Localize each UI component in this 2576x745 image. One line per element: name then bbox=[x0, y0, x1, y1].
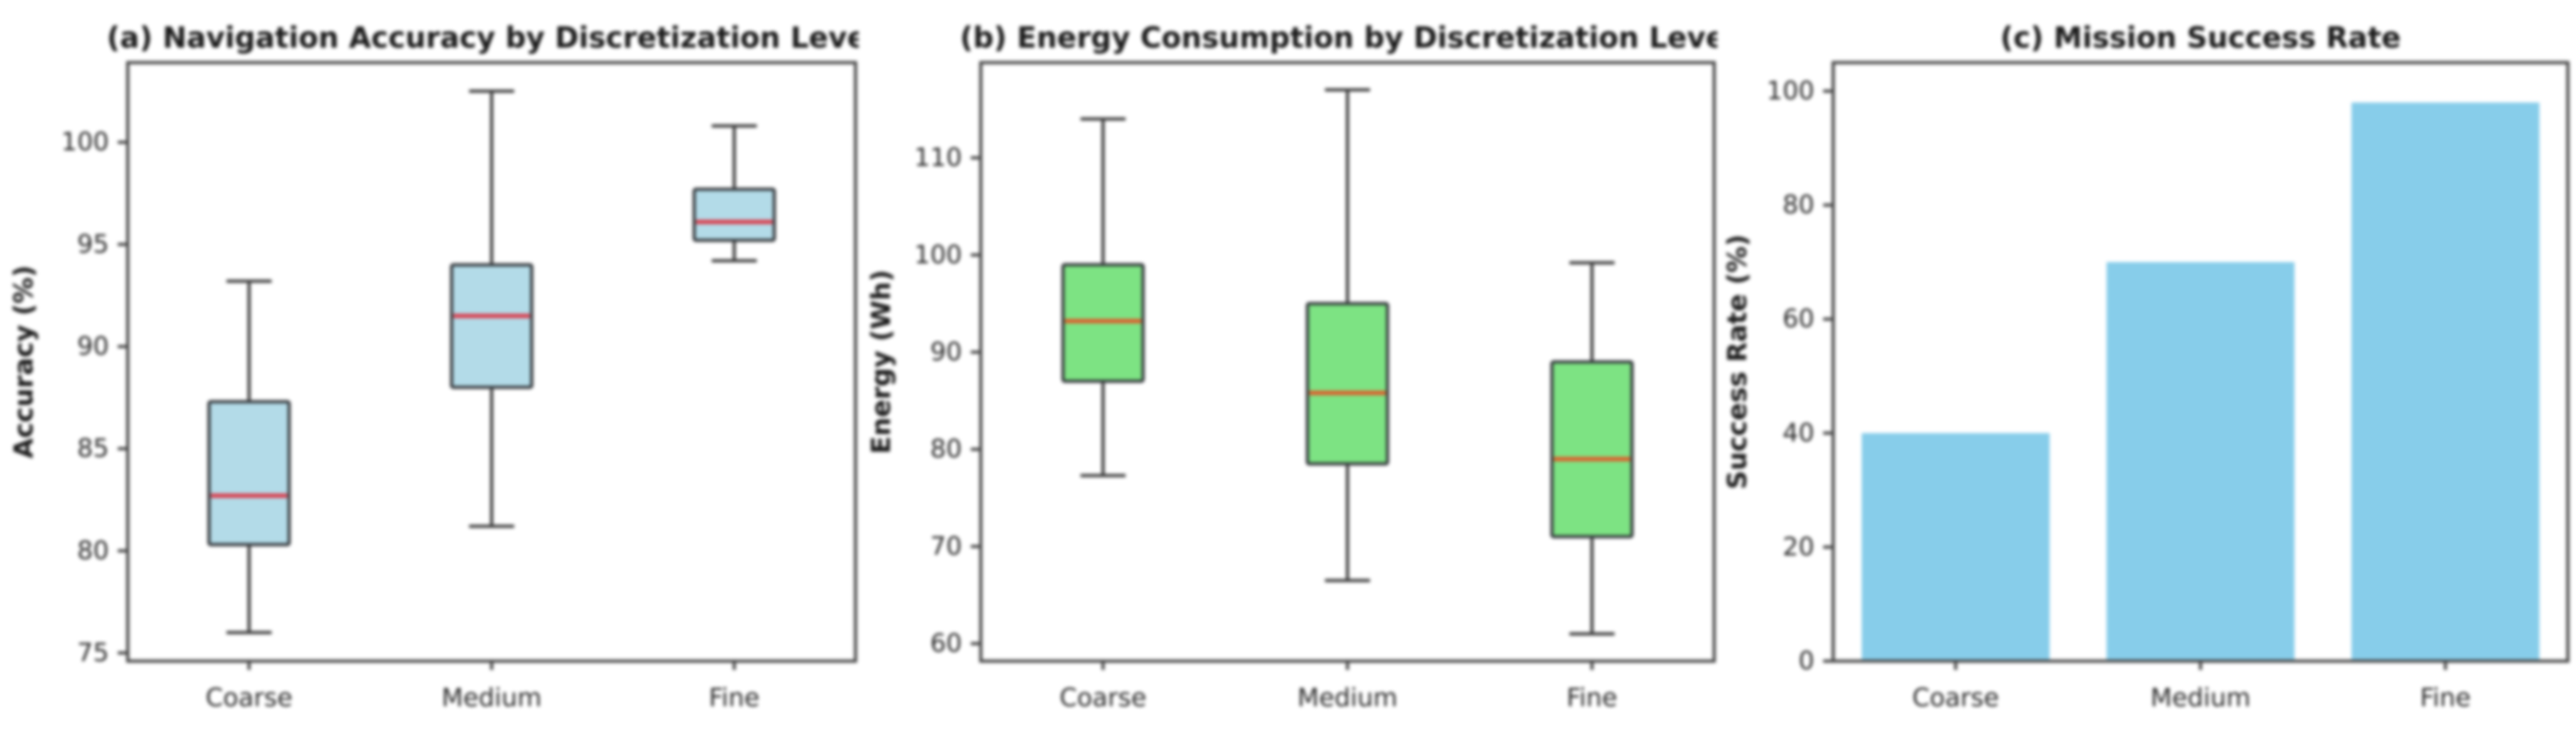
panel-mission-success-bar-chart: 0 20 40 60 80 100 Coarse Medium Fine (c) Mission … bbox=[1717, 0, 2576, 745]
y-tick-label: 90 bbox=[930, 337, 962, 366]
box-fine bbox=[1550, 261, 1634, 636]
y-tick-label: 0 bbox=[1799, 647, 1814, 676]
x-tick-label: Fine bbox=[709, 684, 760, 712]
iqr-box bbox=[207, 400, 291, 547]
box-coarse bbox=[207, 279, 291, 634]
box-medium bbox=[450, 90, 534, 528]
y-tick-label: 80 bbox=[77, 537, 109, 565]
y-axis-label: Success Rate (%) bbox=[1722, 234, 1752, 489]
y-tick-label: 100 bbox=[914, 240, 962, 269]
x-tick-label: Coarse bbox=[1060, 684, 1147, 712]
x-tick-label: Fine bbox=[1566, 684, 1617, 712]
chart-title: (a) Navigation Accuracy by Discretizatio… bbox=[107, 21, 859, 54]
x-tick-label: Coarse bbox=[205, 684, 292, 712]
chart-title: (c) Mission Success Rate bbox=[2000, 21, 2401, 54]
iqr-box bbox=[450, 263, 534, 389]
bar-chart: 0 20 40 60 80 100 Coarse Medium Fine (c) Mission … bbox=[1722, 21, 2570, 712]
y-tick-label: 20 bbox=[1782, 533, 1814, 562]
panel-navigation-accuracy-boxplot: 75 80 85 90 95 100 Coarse Medium Fine (a) Navigat… bbox=[0, 0, 859, 745]
y-axis-label: Accuracy (%) bbox=[8, 265, 39, 459]
panel-energy-consumption-boxplot: 60 70 80 90 100 110 Coarse Medium Fine (b) Energy… bbox=[859, 0, 1717, 745]
iqr-box bbox=[692, 187, 776, 242]
x-tick-label: Coarse bbox=[1912, 684, 1999, 712]
y-tick-label: 110 bbox=[914, 143, 962, 172]
y-tick-label: 80 bbox=[930, 435, 962, 464]
box-chart: 75 80 85 90 95 100 Coarse Medium Fine (a) Navigat… bbox=[8, 21, 859, 712]
y-tick-label: 85 bbox=[77, 434, 109, 463]
chart-title: (b) Energy Consumption by Discretization… bbox=[960, 21, 1717, 54]
box-fine bbox=[692, 124, 776, 262]
x-tick-label: Fine bbox=[2420, 684, 2471, 712]
x-tick-label: Medium bbox=[2151, 684, 2251, 712]
iqr-box bbox=[1550, 360, 1634, 538]
y-tick-label: 80 bbox=[1782, 191, 1814, 220]
y-tick-label: 70 bbox=[930, 532, 962, 561]
y-tick-label: 60 bbox=[930, 629, 962, 658]
y-tick-label: 100 bbox=[61, 128, 109, 157]
x-tick-label: Medium bbox=[442, 684, 542, 712]
bar-coarse bbox=[1861, 433, 2050, 661]
bar-fine bbox=[2351, 102, 2540, 661]
box-coarse bbox=[1061, 117, 1145, 478]
y-axis-label: Energy (Wh) bbox=[866, 270, 896, 454]
y-tick-label: 95 bbox=[77, 230, 109, 259]
box-chart: 60 70 80 90 100 110 Coarse Medium Fine (b) Energy… bbox=[866, 21, 1717, 712]
y-tick-label: 90 bbox=[77, 332, 109, 361]
y-tick-label: 100 bbox=[1767, 77, 1814, 106]
y-tick-label: 75 bbox=[77, 639, 109, 667]
box-medium bbox=[1306, 88, 1389, 582]
x-tick-label: Medium bbox=[1298, 684, 1398, 712]
bar-medium bbox=[2106, 262, 2295, 662]
y-tick-label: 60 bbox=[1782, 305, 1814, 334]
iqr-box bbox=[1306, 302, 1389, 466]
y-tick-label: 40 bbox=[1782, 419, 1814, 448]
